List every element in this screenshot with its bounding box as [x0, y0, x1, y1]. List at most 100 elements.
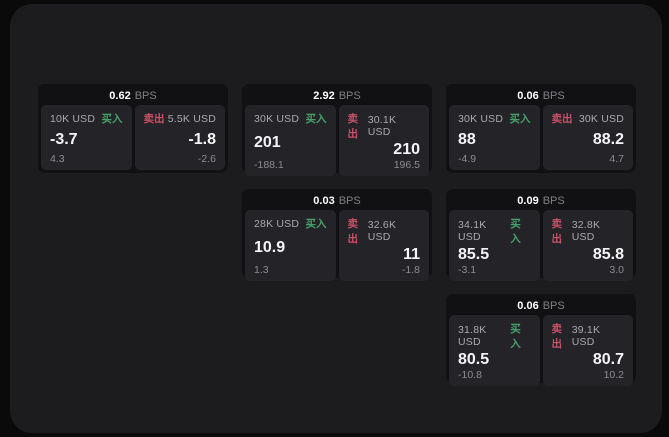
- buy-panel-top: 30K USD 买入: [458, 111, 531, 126]
- sell-change: 3.0: [609, 264, 624, 276]
- quote-card: 0.09 BPS 34.1K USD 买入 85.5 -3.1 卖出 32.8K…: [446, 189, 636, 281]
- buy-price: 88: [458, 130, 476, 148]
- sell-panel[interactable]: 卖出 5.5K USD -1.8 -2.6: [134, 105, 225, 170]
- spread-header: 0.03 BPS: [245, 192, 429, 210]
- quote-card-grid: 0.62 BPS 10K USD 买入 -3.7 4.3 卖出 5.5K USD…: [38, 84, 636, 386]
- sell-change: 10.2: [603, 369, 624, 381]
- buy-panel[interactable]: 28K USD 买入 10.9 1.3: [245, 210, 336, 281]
- spread-unit-label: BPS: [542, 90, 565, 102]
- sell-panel[interactable]: 卖出 30K USD 88.2 4.7: [542, 105, 633, 170]
- sell-price: -1.8: [188, 130, 216, 148]
- sell-change: 196.5: [393, 159, 420, 171]
- quote-panels: 10K USD 买入 -3.7 4.3 卖出 5.5K USD -1.8 -2.…: [41, 105, 225, 170]
- buy-price: 10.9: [254, 238, 286, 256]
- buy-size: 31.8K USD: [458, 324, 487, 348]
- sell-size: 5.5K USD: [167, 112, 216, 125]
- sell-size: 30K USD: [578, 112, 624, 125]
- spread-value: 0.03: [313, 195, 335, 207]
- sell-side-label: 卖出: [143, 113, 165, 125]
- buy-side-label: 买入: [101, 113, 123, 125]
- quote-card: 2.92 BPS 30K USD 买入 201 -188.1 卖出 30.1K …: [242, 84, 432, 176]
- sell-change: -2.6: [197, 153, 216, 165]
- buy-size: 30K USD: [254, 112, 300, 125]
- buy-panel[interactable]: 30K USD 买入 88 -4.9: [449, 105, 540, 170]
- sell-price: 80.7: [592, 351, 624, 368]
- spread-header: 0.09 BPS: [449, 192, 633, 210]
- sell-panel[interactable]: 卖出 39.1K USD 80.7 10.2: [542, 315, 633, 386]
- spread-value: 2.92: [313, 90, 335, 102]
- sell-size: 30.1K USD: [367, 114, 397, 138]
- sell-price: 85.8: [592, 246, 624, 263]
- quote-card: 0.06 BPS 31.8K USD 买入 80.5 -10.8 卖出 39.1…: [446, 294, 636, 386]
- sell-size: 39.1K USD: [571, 324, 601, 348]
- buy-price: 201: [254, 133, 281, 151]
- spread-unit-label: BPS: [338, 90, 361, 102]
- sell-change: -1.8: [401, 264, 420, 276]
- buy-price: -3.7: [50, 130, 78, 148]
- buy-size: 30K USD: [458, 112, 504, 125]
- buy-change: 4.3: [50, 153, 65, 165]
- sell-side-label: 卖出: [551, 323, 563, 350]
- buy-panel-top: 30K USD 买入: [254, 111, 327, 126]
- buy-panel[interactable]: 10K USD 买入 -3.7 4.3: [41, 105, 132, 170]
- quote-panels: 28K USD 买入 10.9 1.3 卖出 32.6K USD 11 -1.8: [245, 210, 429, 281]
- spread-header: 0.62 BPS: [41, 87, 225, 105]
- buy-panel-top: 31.8K USD 买入: [458, 321, 531, 351]
- buy-panel[interactable]: 30K USD 买入 201 -188.1: [245, 105, 336, 176]
- sell-price: 11: [403, 246, 420, 263]
- sell-panel[interactable]: 卖出 32.6K USD 11 -1.8: [338, 210, 429, 281]
- buy-panel[interactable]: 31.8K USD 买入 80.5 -10.8: [449, 315, 540, 386]
- buy-side-label: 买入: [305, 218, 327, 230]
- buy-price: 80.5: [458, 351, 490, 368]
- buy-panel[interactable]: 34.1K USD 买入 85.5 -3.1: [449, 210, 540, 281]
- sell-panel-top: 卖出 32.6K USD: [348, 216, 421, 246]
- buy-side-label: 买入: [305, 113, 327, 125]
- spread-value: 0.06: [517, 300, 539, 312]
- sell-panel-top: 卖出 39.1K USD: [552, 321, 625, 351]
- sell-panel[interactable]: 卖出 32.8K USD 85.8 3.0: [542, 210, 633, 281]
- app-surface: 0.62 BPS 10K USD 买入 -3.7 4.3 卖出 5.5K USD…: [10, 4, 662, 433]
- quote-panels: 30K USD 买入 88 -4.9 卖出 30K USD 88.2 4.7: [449, 105, 633, 170]
- quote-card: 0.03 BPS 28K USD 买入 10.9 1.3 卖出 32.6K US…: [242, 189, 432, 281]
- buy-size: 28K USD: [254, 217, 300, 230]
- quote-panels: 31.8K USD 买入 80.5 -10.8 卖出 39.1K USD 80.…: [449, 315, 633, 386]
- spread-value: 0.06: [517, 90, 539, 102]
- buy-change: 1.3: [254, 264, 269, 276]
- sell-price: 88.2: [592, 130, 624, 148]
- spread-header: 2.92 BPS: [245, 87, 429, 105]
- sell-side-label: 卖出: [551, 218, 563, 245]
- buy-size: 10K USD: [50, 112, 96, 125]
- sell-change: 4.7: [609, 153, 624, 165]
- spread-unit-label: BPS: [542, 195, 565, 207]
- buy-side-label: 买入: [510, 323, 521, 350]
- sell-panel-top: 卖出 5.5K USD: [144, 111, 217, 126]
- sell-panel-top: 卖出 30.1K USD: [348, 111, 421, 141]
- spread-value: 0.62: [109, 90, 131, 102]
- sell-panel[interactable]: 卖出 30.1K USD 210 196.5: [338, 105, 429, 176]
- sell-size: 32.8K USD: [571, 219, 601, 243]
- spread-header: 0.06 BPS: [449, 297, 633, 315]
- buy-price: 85.5: [458, 246, 490, 263]
- spread-value: 0.09: [517, 195, 539, 207]
- sell-price: 210: [393, 141, 420, 158]
- buy-size: 34.1K USD: [458, 219, 487, 243]
- buy-panel-top: 34.1K USD 买入: [458, 216, 531, 246]
- buy-change: -4.9: [458, 153, 477, 165]
- buy-change: -188.1: [254, 159, 284, 171]
- quote-panels: 34.1K USD 买入 85.5 -3.1 卖出 32.8K USD 85.8…: [449, 210, 633, 281]
- sell-side-label: 卖出: [347, 113, 359, 140]
- buy-side-label: 买入: [510, 218, 521, 245]
- spread-unit-label: BPS: [338, 195, 361, 207]
- sell-side-label: 卖出: [347, 218, 359, 245]
- quote-panels: 30K USD 买入 201 -188.1 卖出 30.1K USD 210 1…: [245, 105, 429, 176]
- sell-panel-top: 卖出 30K USD: [552, 111, 625, 126]
- sell-size: 32.6K USD: [367, 219, 397, 243]
- spread-header: 0.06 BPS: [449, 87, 633, 105]
- spread-unit-label: BPS: [134, 90, 157, 102]
- buy-change: -3.1: [458, 264, 477, 276]
- buy-panel-top: 28K USD 买入: [254, 216, 327, 231]
- quote-card: 0.06 BPS 30K USD 买入 88 -4.9 卖出 30K USD 8…: [446, 84, 636, 173]
- spread-unit-label: BPS: [542, 300, 565, 312]
- buy-panel-top: 10K USD 买入: [50, 111, 123, 126]
- sell-side-label: 卖出: [551, 113, 573, 125]
